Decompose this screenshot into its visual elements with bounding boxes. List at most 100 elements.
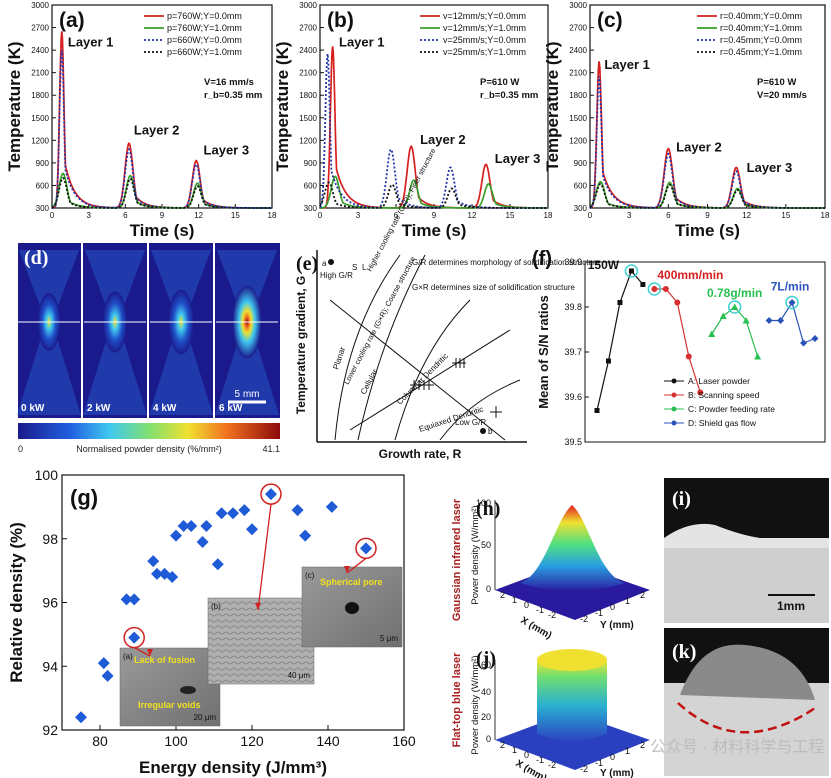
panel-g-inset-0-note-1: Irregular voids xyxy=(138,700,201,710)
panel-j-flattop-side xyxy=(537,660,607,743)
panel-j-xtick-label: 1 xyxy=(512,745,517,755)
panel-j-title: Flat-top blue laser xyxy=(451,652,463,747)
panel-d-frame-1-upper-cone xyxy=(85,250,145,322)
panel-f-series-0-point xyxy=(628,268,634,274)
panel-a-ytick-label: 600 xyxy=(36,181,50,190)
panel-g-inset-1-scale: 40 μm xyxy=(288,671,311,680)
panel-d-frame-0-lower-cone xyxy=(17,322,81,415)
panel-a-legend-label-3: p=660W;Y=1.0mm xyxy=(167,47,242,57)
panel-c-xtick-label: 3 xyxy=(627,211,632,220)
panel-b-thermal-plot: 300 600 900 1200 1500 1800 2100 2400 2700 3000 0 3 6… xyxy=(273,1,553,240)
panel-a-xlabel: Time (s) xyxy=(130,221,195,240)
panel-f-series-1-point xyxy=(697,389,704,396)
panel-f-series-0-point xyxy=(640,282,646,287)
panel-h-xtick-label: 0 xyxy=(524,600,529,610)
panel-e-xlabel: Growth rate, R xyxy=(379,447,462,461)
panel-a-series-0 xyxy=(52,31,272,209)
panel-g-highlight-arrowhead-2 xyxy=(344,566,350,573)
panel-g-xtick-label: 160 xyxy=(392,733,416,749)
panel-j-ylabel: Y (mm) xyxy=(600,768,634,778)
panel-j-label: (j) xyxy=(476,648,496,670)
panel-b-ytick-label: 900 xyxy=(304,159,318,168)
panel-f-series-2-point xyxy=(708,330,716,337)
panel-f-series-2-point xyxy=(731,303,739,310)
panel-c-xtick-label: 9 xyxy=(705,211,710,220)
panel-g-data-point xyxy=(128,631,141,644)
panel-k-micrograph: (k) xyxy=(664,628,829,776)
panel-f-label: (f) xyxy=(532,248,552,270)
panel-h-xtick-label: 1 xyxy=(512,595,517,605)
panel-e-note-gxr: G×R determines size of solidification st… xyxy=(412,283,576,292)
panel-f-series-3-callout: 7L/min xyxy=(771,280,810,294)
panel-a-ytick-label: 1200 xyxy=(31,136,49,145)
panel-g-inset-0-scale: 20 μm xyxy=(194,713,217,722)
panel-d-scale-label: 5 mm xyxy=(235,389,260,400)
panel-f-series-3-point xyxy=(800,339,808,347)
panel-g-ytick-label: 92 xyxy=(42,722,58,738)
panel-e-curve-2 xyxy=(357,254,426,441)
panel-e-dendrite-glyph-2 xyxy=(410,380,434,390)
panel-f-series-3-point xyxy=(777,317,785,324)
panel-b-xtick-label: 3 xyxy=(356,211,361,220)
panel-h-ztick-50: 50 xyxy=(481,540,491,550)
panel-c-xtick-label: 12 xyxy=(742,211,751,220)
panel-j-ytick-label: -2 xyxy=(580,764,588,774)
panel-j-ytick-label: 1 xyxy=(625,746,630,756)
panel-e-region-cellular: Cellular xyxy=(359,367,380,395)
panel-j-xtick-label: -1 xyxy=(536,755,544,765)
panel-a-series-2 xyxy=(52,50,272,209)
panel-i-scale-label: 1mm xyxy=(777,599,805,613)
panel-g-inset-0-image xyxy=(119,647,221,727)
panel-a-ytick-label: 3000 xyxy=(31,1,49,10)
panel-e-diagonal-1 xyxy=(329,299,506,441)
panel-c-layer-label-1: Layer 2 xyxy=(676,140,722,155)
panel-a-ytick-label: 900 xyxy=(36,159,50,168)
panel-h-label: (h) xyxy=(476,498,500,520)
panel-f-series-1-callout: 400mm/min xyxy=(657,268,723,282)
panel-e-point-b-label: b xyxy=(488,427,493,436)
panel-b-layer-label-2: Layer 3 xyxy=(495,151,541,166)
panel-h-ytick-label: 1 xyxy=(625,596,630,606)
panel-b-xtick-label: 12 xyxy=(468,211,477,220)
panel-c-series-3 xyxy=(589,182,825,209)
panel-f-series-2-point xyxy=(719,312,727,319)
panel-g-data-point xyxy=(227,507,239,520)
panel-e-point-a-label: a xyxy=(322,259,327,268)
panel-f-ytick-label: 39.7 xyxy=(564,347,582,357)
panel-h-ytick-label: -1 xyxy=(595,608,603,618)
panel-b-xtick-label: 15 xyxy=(506,211,515,220)
panel-g-ytick-label: 94 xyxy=(42,658,58,674)
panel-e-point-b xyxy=(480,428,486,434)
panel-e-curve-1 xyxy=(334,254,401,441)
panel-c-thermal-plot: 300 600 900 1200 1500 1800 2100 2400 2700 3000 0 3 6… xyxy=(543,1,830,240)
panel-d-frame-2-lower-cone xyxy=(149,322,213,415)
panel-b-xlabel: Time (s) xyxy=(402,221,467,240)
panel-c-ytick-label: 2400 xyxy=(569,46,587,55)
panel-a-legend-label-0: p=760W;Y=0.0mm xyxy=(167,11,242,21)
panel-c-ytick-label: 300 xyxy=(574,204,588,213)
panel-f-series-2-callout: 0.78g/min xyxy=(707,286,762,300)
panel-h-zlabel: Power density (W/mm²) xyxy=(470,505,481,604)
panel-g-inset-0-void xyxy=(180,686,196,694)
panel-b-xtick-label: 6 xyxy=(394,211,399,220)
panel-e-solid-label: S xyxy=(352,263,357,272)
panel-c-legend-label-1: r=0.40mm;Y=1.0mm xyxy=(720,23,802,33)
panel-h-xtick-label: 2 xyxy=(500,590,505,600)
panel-f-series-0-optimum-ring xyxy=(624,264,639,278)
panel-a-xtick-label: 9 xyxy=(160,211,165,220)
panel-a-annotation-0: V=16 mm/s xyxy=(204,77,254,88)
panel-a-layer-label-0: Layer 1 xyxy=(68,34,114,49)
panel-e-note-gr: G/R determines morphology of solidificat… xyxy=(412,258,601,267)
panel-g-data-point xyxy=(120,593,133,606)
panel-a-annotation-1: r_b=0.35 mm xyxy=(204,90,262,101)
panel-g-xtick-label: 140 xyxy=(316,733,340,749)
panel-f-series-0-point xyxy=(617,300,623,305)
panel-f-series-3-point xyxy=(765,317,773,324)
panel-b-xtick-label: 9 xyxy=(432,211,437,220)
panel-c-xtick-label: 18 xyxy=(821,211,830,220)
panel-f-legend-label-2: C: Powder feeding rate xyxy=(688,404,775,414)
watermark: 公众号 · 材料科学与工程 xyxy=(650,738,824,756)
panel-e-high-gr: High G/R xyxy=(320,271,353,280)
panel-b-annotation-1: r_b=0.35 mm xyxy=(480,90,538,101)
panel-k-fusion-boundary xyxy=(677,702,819,734)
